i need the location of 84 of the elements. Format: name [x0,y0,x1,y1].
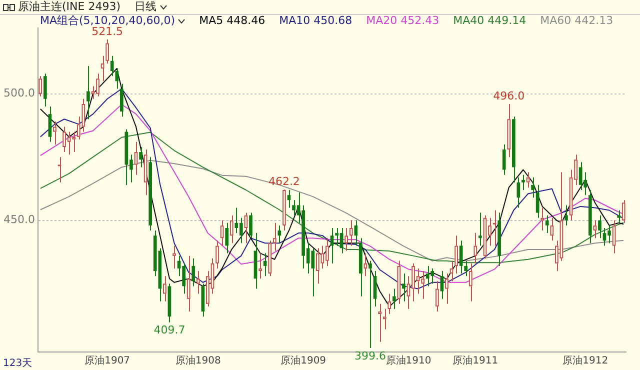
x-tick-label: 原油1911 [452,354,498,367]
candlestick [282,188,286,231]
x-tick-label: 原油1910 [386,354,432,367]
text: MA20 452.43 [366,14,440,27]
candlestick [163,276,166,302]
candlestick [507,103,511,158]
candlestick [268,240,272,277]
candlestick [526,172,530,188]
legend-title: MA组合(5,10,20,40,60,0) [40,14,176,27]
candlestick [502,144,506,176]
candlestick [536,184,540,218]
candlestick [540,207,544,231]
candlestick [144,149,148,196]
candlestick [459,240,463,274]
candlestick [550,217,554,242]
chart-title: 原油主连(INE 2493) [18,0,120,14]
candlestick [196,270,200,294]
text: MA10 450.68 [279,14,352,27]
candlestick [349,220,353,246]
candlestick [53,121,56,145]
candlestick [593,220,597,239]
candlestick [368,260,372,348]
annotation: 462.2 [268,174,300,188]
candlestick [230,214,234,244]
candlestick [120,83,124,118]
candlestick [531,176,534,198]
candlestick [220,220,224,246]
candlestick [522,174,525,190]
text: 123天 [3,357,32,370]
candlestick [139,146,142,168]
candlestick [216,240,219,269]
candlestick [373,270,377,307]
candlestick [468,262,472,302]
candlestick [115,68,119,90]
candlestick [48,106,52,142]
text: MA40 449.14 [453,14,526,27]
annotation: 409.7 [154,324,186,337]
candlestick [110,55,114,77]
candlestick [86,65,90,120]
x-tick-label: 原油1909 [280,354,326,367]
candlestick [225,222,229,254]
candlestick [354,220,358,246]
candlestick [598,214,602,239]
candlestick [134,141,138,176]
candlestick [440,270,444,300]
candlestick [192,258,196,287]
text: MA60 442.13 [540,14,614,27]
candlestick [564,204,568,226]
y-tick-label: 500.0 [4,86,35,100]
candlestick [622,200,626,224]
candlestick [382,308,386,330]
candlestick [249,212,252,239]
candlestick [474,232,478,264]
candlestick [172,245,176,269]
annotation: 496.0 [493,89,525,102]
candlestick [258,252,262,280]
x-tick-label: 原油1907 [84,354,130,367]
y-tick-label: 450.0 [4,213,35,226]
candlestick [378,303,382,342]
candlestick [464,260,468,277]
candlestick [445,273,448,304]
candlestick [402,273,406,302]
candlestick [545,214,549,234]
chart-subtitle: 日线 [134,0,156,14]
candlestick [186,255,190,312]
annotation: 521.5 [92,24,124,38]
x-tick-label: 原油1912 [562,354,608,367]
candlestick [388,293,392,315]
candlestick [244,212,248,244]
candlestick [612,220,616,254]
candlestick [344,227,348,252]
candlestick [617,210,621,224]
candlestick [272,222,276,252]
text: MA5 448.46 [199,14,266,27]
candlestick [364,252,368,277]
candlestick [397,260,401,304]
candlestick [38,76,42,97]
candlestick [392,288,396,310]
x-tick-label: 原油1908 [175,354,221,367]
annotation: 399.6 [354,349,386,362]
candlestick [278,224,282,244]
candlestick [44,73,47,107]
candlestick [436,280,439,312]
candlestick [478,212,482,246]
